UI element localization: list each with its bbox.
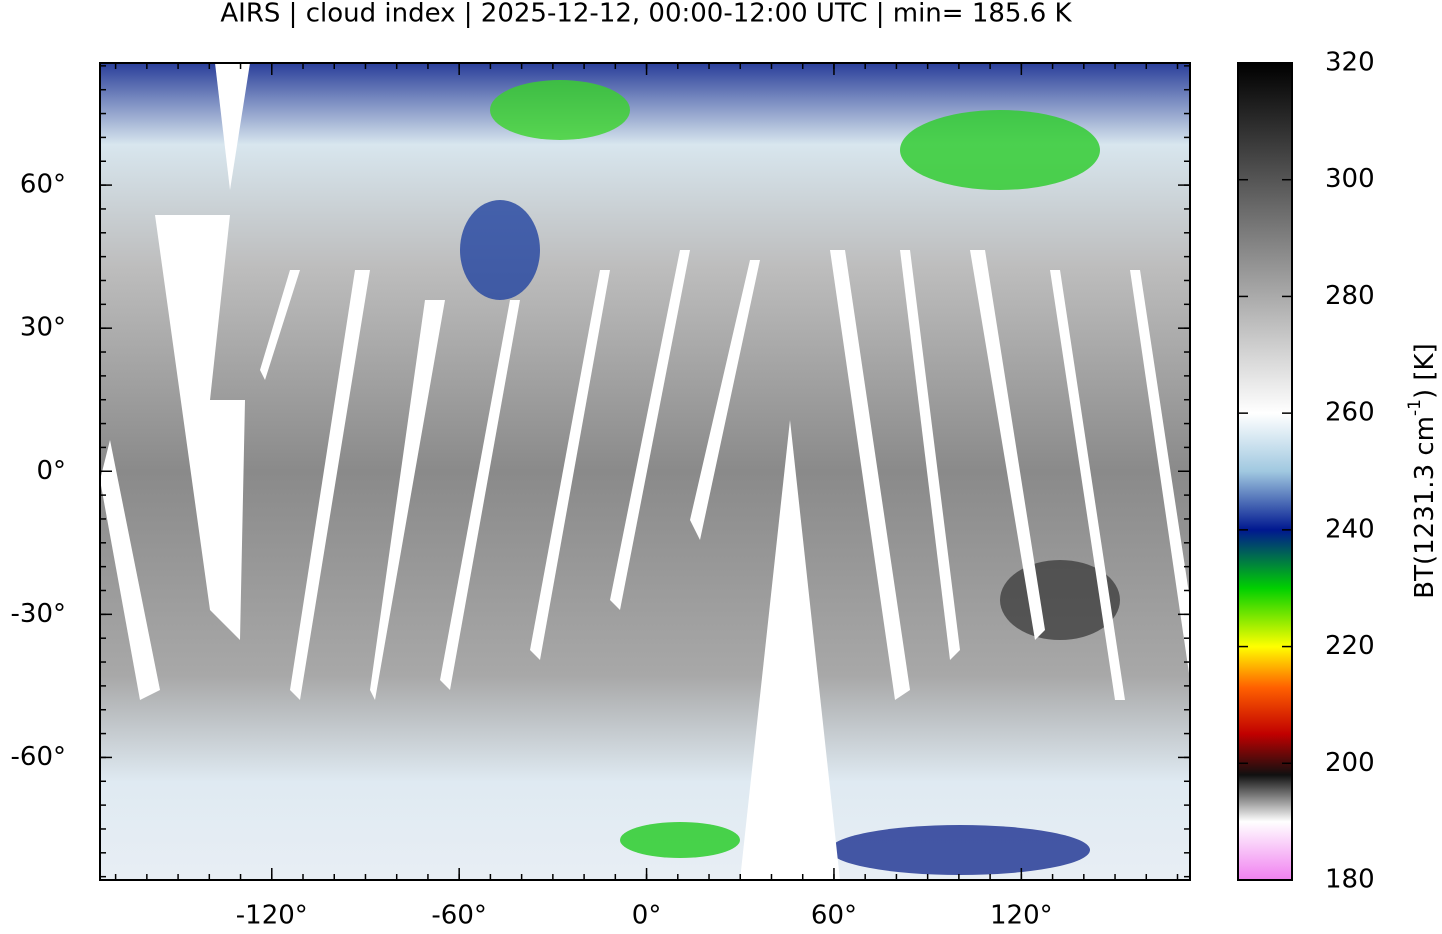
- chart-title: AIRS | cloud index | 2025-12-12, 00:00-1…: [220, 0, 1072, 29]
- colorbar-tick-label: 180: [1325, 865, 1375, 895]
- colorbar-label: BT(1231.3 cm-1) [K]: [1405, 343, 1440, 598]
- colorbar-tick-label: 220: [1325, 631, 1375, 661]
- x-tick-label: 0°: [632, 901, 662, 931]
- colorbar: [1237, 62, 1293, 881]
- colorbar-tick-label: 200: [1325, 748, 1375, 778]
- x-tick-label: 120°: [990, 901, 1053, 931]
- colorbar-tick-label: 240: [1325, 514, 1375, 544]
- x-tick-label: -120°: [236, 901, 308, 931]
- x-tick-label: -60°: [431, 901, 486, 931]
- y-tick-label: -30°: [11, 599, 66, 629]
- colorbar-tick-label: 320: [1325, 48, 1375, 78]
- y-tick-label: 0°: [36, 456, 66, 486]
- x-tick-label: 60°: [811, 901, 857, 931]
- y-tick-label: -60°: [11, 742, 66, 772]
- colorbar-label-main: BT(1231.3 cm: [1410, 416, 1440, 599]
- colorbar-label-end: ) [K]: [1410, 343, 1440, 399]
- colorbar-tick-label: 300: [1325, 164, 1375, 194]
- colorbar-label-sup: -1: [1405, 399, 1425, 416]
- colorbar-tick-label: 260: [1325, 398, 1375, 428]
- colorbar-tick-label: 280: [1325, 281, 1375, 311]
- y-tick-label: 60°: [20, 170, 66, 200]
- map-imagery: [100, 63, 1190, 880]
- y-tick-label: 30°: [20, 313, 66, 343]
